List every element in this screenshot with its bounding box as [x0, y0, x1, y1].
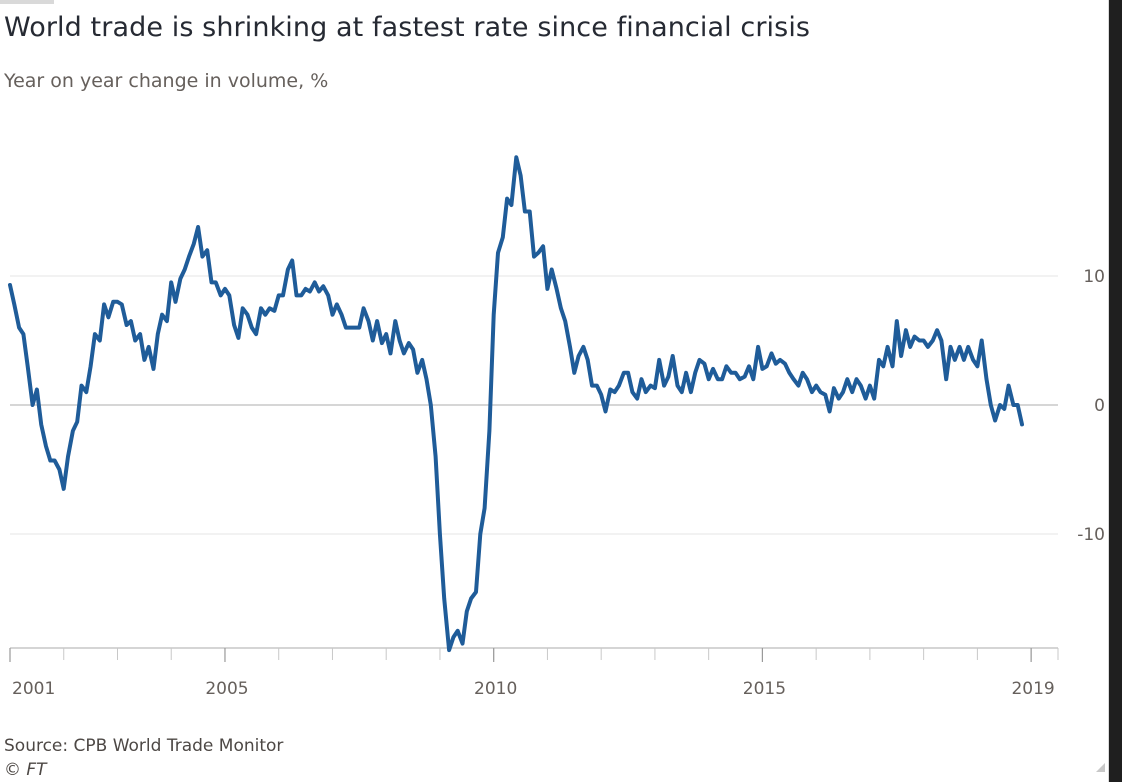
y-tick-label: 0: [1094, 396, 1105, 416]
x-tick-label: 2001: [12, 679, 55, 699]
gridlines: [10, 275, 1058, 535]
x-tick-label: 2005: [205, 679, 248, 699]
series-line-world-trade: [8, 155, 1024, 653]
source-note: Source: CPB World Trade Monitor: [4, 736, 284, 756]
x-tick-label: 2010: [474, 679, 517, 699]
y-tick-label: 10: [1083, 267, 1105, 287]
resize-grip-icon: [1096, 763, 1105, 772]
brand-accent-bar: [0, 0, 54, 4]
line-chart: 10 0 -10 2001 2005 2010 2015 2019: [8, 155, 1105, 699]
copyright-credit: © FT: [4, 760, 47, 780]
chart-title: World trade is shrinking at fastest rate…: [4, 12, 811, 43]
chart-subtitle: Year on year change in volume, %: [4, 70, 329, 92]
y-axis-ticks: 10 0 -10: [1077, 267, 1105, 545]
x-axis: 2001 2005 2010 2015 2019: [9, 647, 1059, 699]
x-tick-label: 2019: [1011, 679, 1054, 699]
x-tick-label: 2015: [743, 679, 786, 699]
y-tick-label: -10: [1077, 525, 1105, 545]
